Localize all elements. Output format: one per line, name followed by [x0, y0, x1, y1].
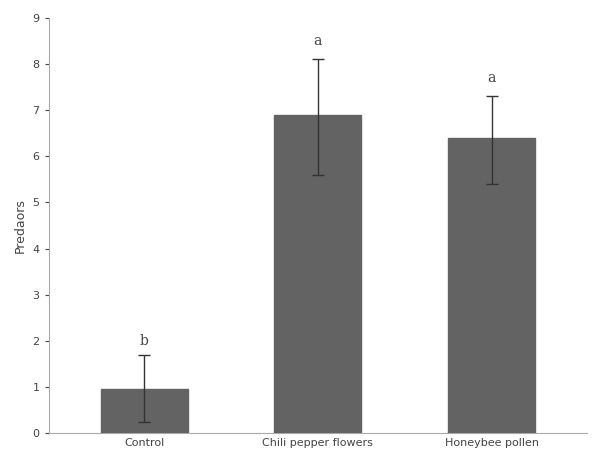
Bar: [448, 138, 535, 433]
Y-axis label: Predaors: Predaors: [14, 198, 27, 253]
Text: b: b: [139, 334, 148, 348]
Bar: [275, 115, 361, 433]
Text: a: a: [487, 71, 496, 85]
Text: a: a: [314, 34, 322, 48]
Bar: [101, 389, 188, 433]
